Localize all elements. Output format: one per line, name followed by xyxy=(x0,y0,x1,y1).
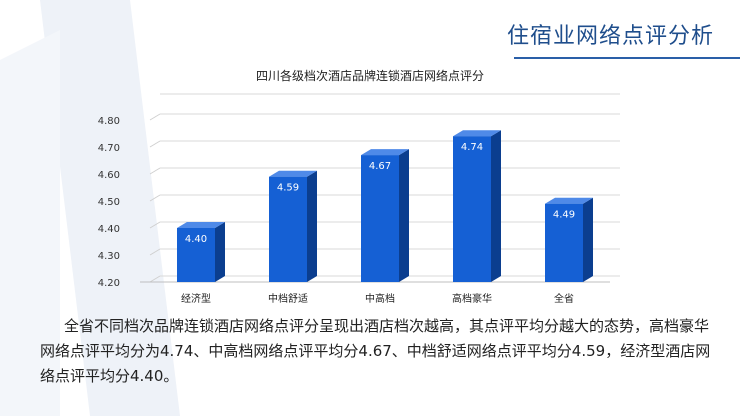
data-label: 4.49 xyxy=(553,210,575,221)
gridline-depth xyxy=(149,194,161,202)
bar-top xyxy=(453,130,501,137)
y-tick-label: 4.50 xyxy=(98,197,120,208)
bar-top xyxy=(269,170,317,177)
y-tick-label: 4.30 xyxy=(98,251,120,262)
bar-side xyxy=(307,170,317,282)
x-tick-label: 中档舒适 xyxy=(268,292,308,305)
data-label: 4.40 xyxy=(185,234,207,245)
bar-side xyxy=(215,222,225,282)
gridline-depth xyxy=(149,221,161,229)
analysis-paragraph: 全省不同档次品牌连锁酒店网络点评分呈现出酒店档次越高，其点评平均分越大的态势，高… xyxy=(40,317,711,385)
bar-front xyxy=(177,228,215,282)
data-label: 4.67 xyxy=(369,161,391,172)
bars: 4.40 4.59 4.67 4.74 4.49 xyxy=(177,130,593,282)
bar-front xyxy=(361,155,399,282)
x-tick-label: 经济型 xyxy=(181,292,211,305)
y-tick-label: 4.80 xyxy=(98,116,120,127)
bar xyxy=(361,149,409,282)
x-tick-label: 高档豪华 xyxy=(452,292,492,305)
bar-side xyxy=(583,197,593,282)
bar xyxy=(453,130,501,282)
y-tick-label: 4.40 xyxy=(98,224,120,235)
bar xyxy=(177,222,225,282)
title-underline xyxy=(514,57,740,59)
bar xyxy=(269,170,317,282)
gridline-depth xyxy=(149,140,161,148)
bar-top xyxy=(545,197,593,204)
bar-side xyxy=(399,149,409,282)
decorative-band xyxy=(40,0,180,416)
y-tick-label: 4.70 xyxy=(98,143,120,154)
bar-front xyxy=(453,136,491,282)
bar-side xyxy=(491,130,501,282)
x-tick-label: 全省 xyxy=(554,292,574,305)
decorative-band xyxy=(0,30,60,416)
gridline-depth xyxy=(149,275,161,283)
data-label: 4.59 xyxy=(277,183,299,194)
y-tick-label: 4.20 xyxy=(98,278,120,289)
y-axis-ticks: 4.20 4.30 4.40 4.50 4.60 4.70 4.80 xyxy=(98,116,120,289)
chart-title: 四川各级档次酒店品牌连锁酒店网络点评分 xyxy=(256,68,484,83)
bar-front xyxy=(545,203,583,282)
page-title: 住宿业网络点评分析 xyxy=(506,24,714,49)
gridline-depth xyxy=(149,167,161,175)
bar xyxy=(545,197,593,282)
bar-front xyxy=(269,176,307,282)
data-label: 4.74 xyxy=(461,142,483,153)
bar-top xyxy=(361,149,409,156)
bar-top xyxy=(177,222,225,228)
gridline-depth xyxy=(149,248,161,256)
x-axis-ticks: 经济型 中档舒适 中高档 高档豪华 全省 xyxy=(181,292,574,305)
gridline-depth xyxy=(149,113,161,121)
y-tick-label: 4.60 xyxy=(98,170,120,181)
x-tick-label: 中高档 xyxy=(365,292,395,305)
